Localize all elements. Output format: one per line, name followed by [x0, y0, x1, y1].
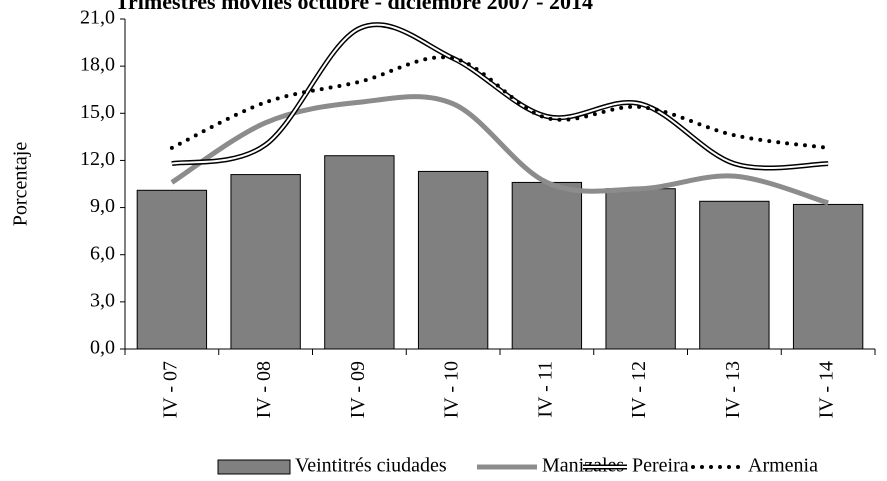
bar: [792, 203, 864, 350]
y-tick-label: 18,0: [80, 54, 115, 76]
y-tick-label: 0,0: [90, 337, 115, 359]
y-tick-label: 3,0: [90, 289, 115, 311]
y-tick-label: 12,0: [80, 148, 115, 170]
y-tick-label: 9,0: [90, 195, 115, 217]
y-axis-label: Porcentaje: [10, 142, 32, 227]
x-tick-label: IV - 07: [159, 361, 181, 418]
x-tick-label: IV - 12: [628, 361, 650, 418]
y-tick-label: 6,0: [90, 242, 115, 264]
line: [171, 22, 829, 171]
x-tick-label: IV - 11: [534, 361, 556, 418]
bar: [605, 188, 676, 350]
bar: [417, 170, 489, 350]
line: [171, 23, 829, 169]
y-tick-label: 21,0: [80, 7, 115, 29]
bar: [324, 155, 395, 350]
line: [170, 94, 829, 206]
legend-label: Veintitrés ciudades: [295, 455, 447, 477]
legend-swatch: [217, 459, 291, 475]
bar: [699, 200, 770, 350]
x-tick-label: IV - 10: [441, 361, 463, 418]
legend-label: Pereira: [632, 455, 689, 477]
bar: [136, 189, 208, 350]
legend-label: Armenia: [748, 455, 818, 477]
line: [169, 55, 831, 150]
y-tick-label: 15,0: [80, 101, 115, 123]
x-tick-label: IV - 09: [347, 361, 369, 418]
bar: [230, 174, 301, 350]
x-tick-label: IV - 08: [253, 361, 275, 418]
x-tick-label: IV - 13: [722, 361, 744, 418]
x-tick-label: IV - 14: [816, 361, 838, 418]
bar: [511, 181, 583, 350]
chart-title: Trimestres móviles octubre - diciembre 2…: [115, 0, 593, 14]
